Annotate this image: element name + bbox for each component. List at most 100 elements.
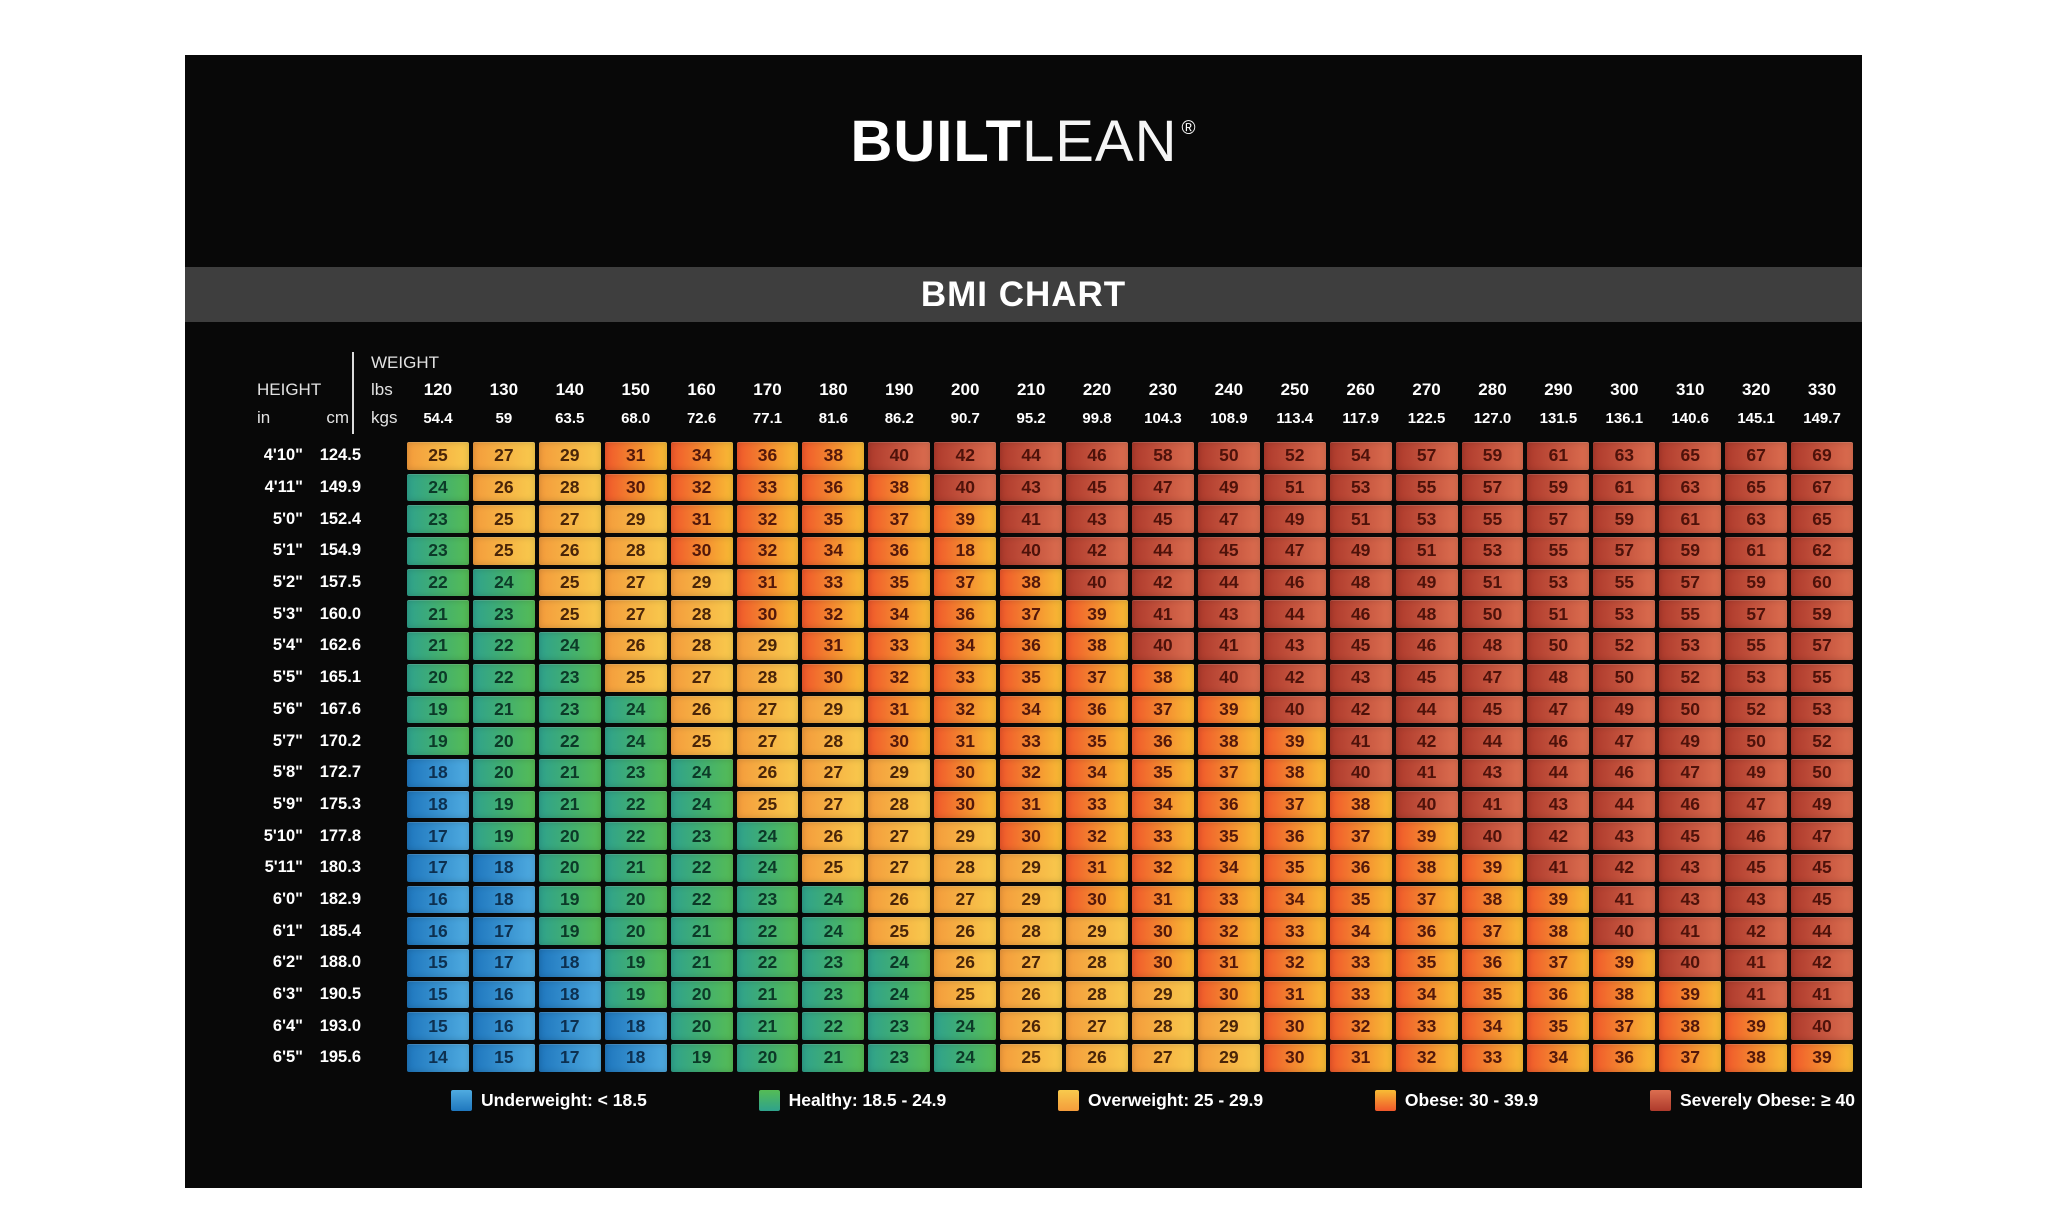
bmi-cell: 32 <box>1395 1044 1458 1072</box>
weight-kgs-header-cell: 104.3 <box>1144 409 1182 427</box>
bmi-cell: 52 <box>1263 442 1326 470</box>
bmi-cell: 36 <box>1461 949 1524 977</box>
legend: Underweight: < 18.5 Healthy: 18.5 - 24.9 O… <box>451 1088 1855 1114</box>
bmi-cell: 34 <box>1527 1044 1590 1072</box>
bmi-cell: 38 <box>868 473 931 502</box>
header-empty-cell <box>471 350 537 376</box>
bmi-cell: 32 <box>1131 853 1194 882</box>
bmi-cell: 28 <box>1066 949 1128 977</box>
row-spacer <box>361 662 405 694</box>
bmi-table: WEIGHT HEIGHT lbs 120 130 140 150 160 170 180 190 2… <box>255 350 1855 1074</box>
bmi-cell: 25 <box>736 790 799 819</box>
weight-kgs-header-cell: 86.2 <box>884 409 914 427</box>
registered-trademark-icon: ® <box>1181 118 1197 139</box>
weight-kgs-header-cell: 140.6 <box>1671 409 1709 427</box>
header-empty-cell <box>735 350 801 376</box>
height-ft-cell: 5'0" <box>272 509 303 528</box>
bmi-cell: 26 <box>1000 1012 1063 1041</box>
header-empty-cell <box>1723 350 1789 376</box>
bmi-cell: 24 <box>934 1012 997 1041</box>
axis-divider-line <box>352 352 354 434</box>
height-cm-cell: 160.0 <box>319 604 361 623</box>
bmi-cell: 35 <box>1066 727 1128 755</box>
bmi-cell: 38 <box>1197 727 1260 755</box>
bmi-cell: 20 <box>538 853 601 882</box>
weight-kgs-header-cell: 131.5 <box>1539 409 1578 427</box>
bmi-cell: 18 <box>538 949 601 977</box>
bmi-cell: 33 <box>802 568 865 597</box>
bmi-cell: 44 <box>1395 695 1458 724</box>
bmi-cell: 43 <box>1000 473 1063 502</box>
bmi-cell: 41 <box>1791 980 1853 1009</box>
bmi-cell: 34 <box>1000 695 1063 724</box>
bmi-cell: 40 <box>1197 663 1260 692</box>
bmi-cell: 43 <box>1527 790 1590 819</box>
bmi-cell: 23 <box>802 980 865 1009</box>
bmi-cell: 31 <box>670 505 733 534</box>
height-axis-label: HEIGHT <box>257 380 322 399</box>
bmi-cell: 53 <box>1461 537 1524 565</box>
weight-lbs-header-cell: 220 <box>1082 380 1112 399</box>
bmi-cell: 32 <box>1329 1012 1392 1041</box>
bmi-cell: 40 <box>1395 790 1458 819</box>
bmi-cell: 30 <box>934 758 997 787</box>
bmi-cell: 36 <box>1263 822 1326 850</box>
height-cm-cell: 185.4 <box>319 921 361 940</box>
bmi-cell: 27 <box>1066 1012 1128 1041</box>
weight-kgs-header-cell: 95.2 <box>1016 409 1046 427</box>
bmi-cell: 42 <box>934 442 997 470</box>
bmi-cell: 37 <box>1131 695 1194 724</box>
header-empty-cell <box>1789 350 1855 376</box>
bmi-cell: 33 <box>1263 917 1326 945</box>
legend-label: Healthy: 18.5 - 24.9 <box>788 1090 947 1111</box>
row-spacer <box>361 472 405 504</box>
bmi-cell: 45 <box>1395 663 1458 692</box>
bmi-cell: 55 <box>1725 632 1788 660</box>
bmi-cell: 32 <box>736 505 799 534</box>
bmi-cell: 43 <box>1263 632 1326 660</box>
height-ft-cell: 5'3" <box>272 604 303 623</box>
lbs-unit-label: lbs <box>371 380 393 399</box>
bmi-cell: 36 <box>934 600 997 629</box>
bmi-cell: 15 <box>407 1012 469 1041</box>
bmi-cell: 36 <box>1527 980 1590 1009</box>
bmi-cell: 36 <box>736 442 799 470</box>
weight-lbs-header-cell: 140 <box>555 380 584 399</box>
bmi-cell: 36 <box>1000 632 1063 660</box>
bmi-cell: 52 <box>1791 727 1853 755</box>
bmi-cell: 29 <box>1197 1044 1260 1072</box>
height-cm-cell: 190.5 <box>319 985 361 1004</box>
bmi-cell: 37 <box>1461 917 1524 945</box>
legend-label: Underweight: < 18.5 <box>481 1090 647 1111</box>
bmi-cell: 49 <box>1395 568 1458 597</box>
bmi-cell: 55 <box>1527 537 1590 565</box>
bmi-cell: 53 <box>1527 568 1590 597</box>
bmi-cell: 22 <box>407 568 469 597</box>
height-ft-cell: 6'3" <box>272 985 303 1004</box>
header-empty-cell <box>1460 350 1526 376</box>
bmi-cell: 65 <box>1659 442 1722 470</box>
bmi-cell: 44 <box>1263 600 1326 629</box>
bmi-cell: 20 <box>736 1044 799 1072</box>
bmi-cell: 39 <box>1197 695 1260 724</box>
bmi-cell: 28 <box>1066 980 1128 1009</box>
bmi-cell: 38 <box>1725 1044 1788 1072</box>
bmi-cell: 46 <box>1593 758 1656 787</box>
bmi-cell: 40 <box>1461 822 1524 850</box>
weight-lbs-header-cell: 300 <box>1610 380 1639 399</box>
bmi-cell: 34 <box>1263 885 1326 914</box>
height-ft-cell: 5'10" <box>263 826 303 845</box>
bmi-cell: 19 <box>407 695 469 724</box>
bmi-cell: 24 <box>472 568 535 597</box>
bmi-cell: 23 <box>670 822 733 850</box>
weight-kgs-header-cell: 99.8 <box>1082 409 1112 427</box>
bmi-cell: 22 <box>736 917 799 945</box>
bmi-cell: 18 <box>472 885 535 914</box>
bmi-cell: 30 <box>1263 1012 1326 1041</box>
bmi-cell: 39 <box>1066 600 1128 629</box>
bmi-cell: 58 <box>1131 442 1194 470</box>
bmi-cell: 44 <box>1197 568 1260 597</box>
bmi-cell: 41 <box>1329 727 1392 755</box>
header-empty-cell <box>866 350 932 376</box>
bmi-cell: 50 <box>1197 442 1260 470</box>
